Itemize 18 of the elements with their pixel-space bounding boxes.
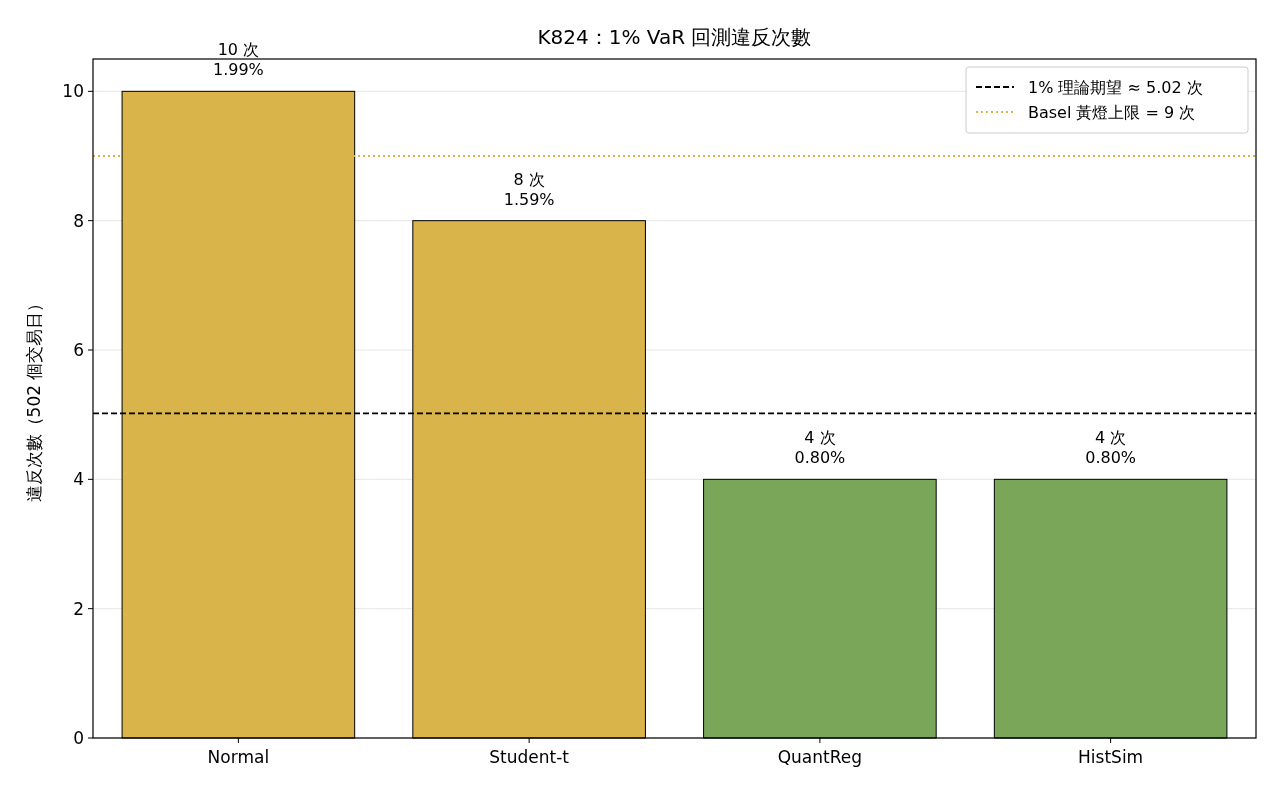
x-tick-label: HistSim	[1078, 747, 1144, 767]
y-tick-label: 2	[73, 598, 84, 619]
data-label: 10 次 1.99%	[212, 40, 264, 80]
y-axis-title: 違反次數（502 個交易日）	[24, 294, 44, 503]
data-label: 4 次 0.80%	[794, 428, 846, 468]
data-label: 8 次 1.59%	[503, 169, 555, 209]
legend-label: 1% 理論期望 ≈ 5.02 次	[1028, 77, 1203, 97]
x-tick-label: Student-t	[489, 747, 570, 767]
y-tick-label: 6	[73, 339, 84, 360]
y-tick-label: 0	[73, 727, 84, 748]
x-tick-label: QuantReg	[777, 747, 863, 767]
y-tick-label: 8	[73, 210, 84, 231]
data-label: 4 次 0.80%	[1085, 428, 1137, 468]
chart-title: K824：1% VaR 回測違反次數	[537, 25, 812, 49]
legend-label: Basel 黃燈上限 = 9 次	[1028, 102, 1196, 122]
y-tick-label: 10	[62, 81, 84, 102]
y-tick-label: 4	[73, 469, 84, 490]
x-tick-label: Normal	[207, 747, 270, 767]
